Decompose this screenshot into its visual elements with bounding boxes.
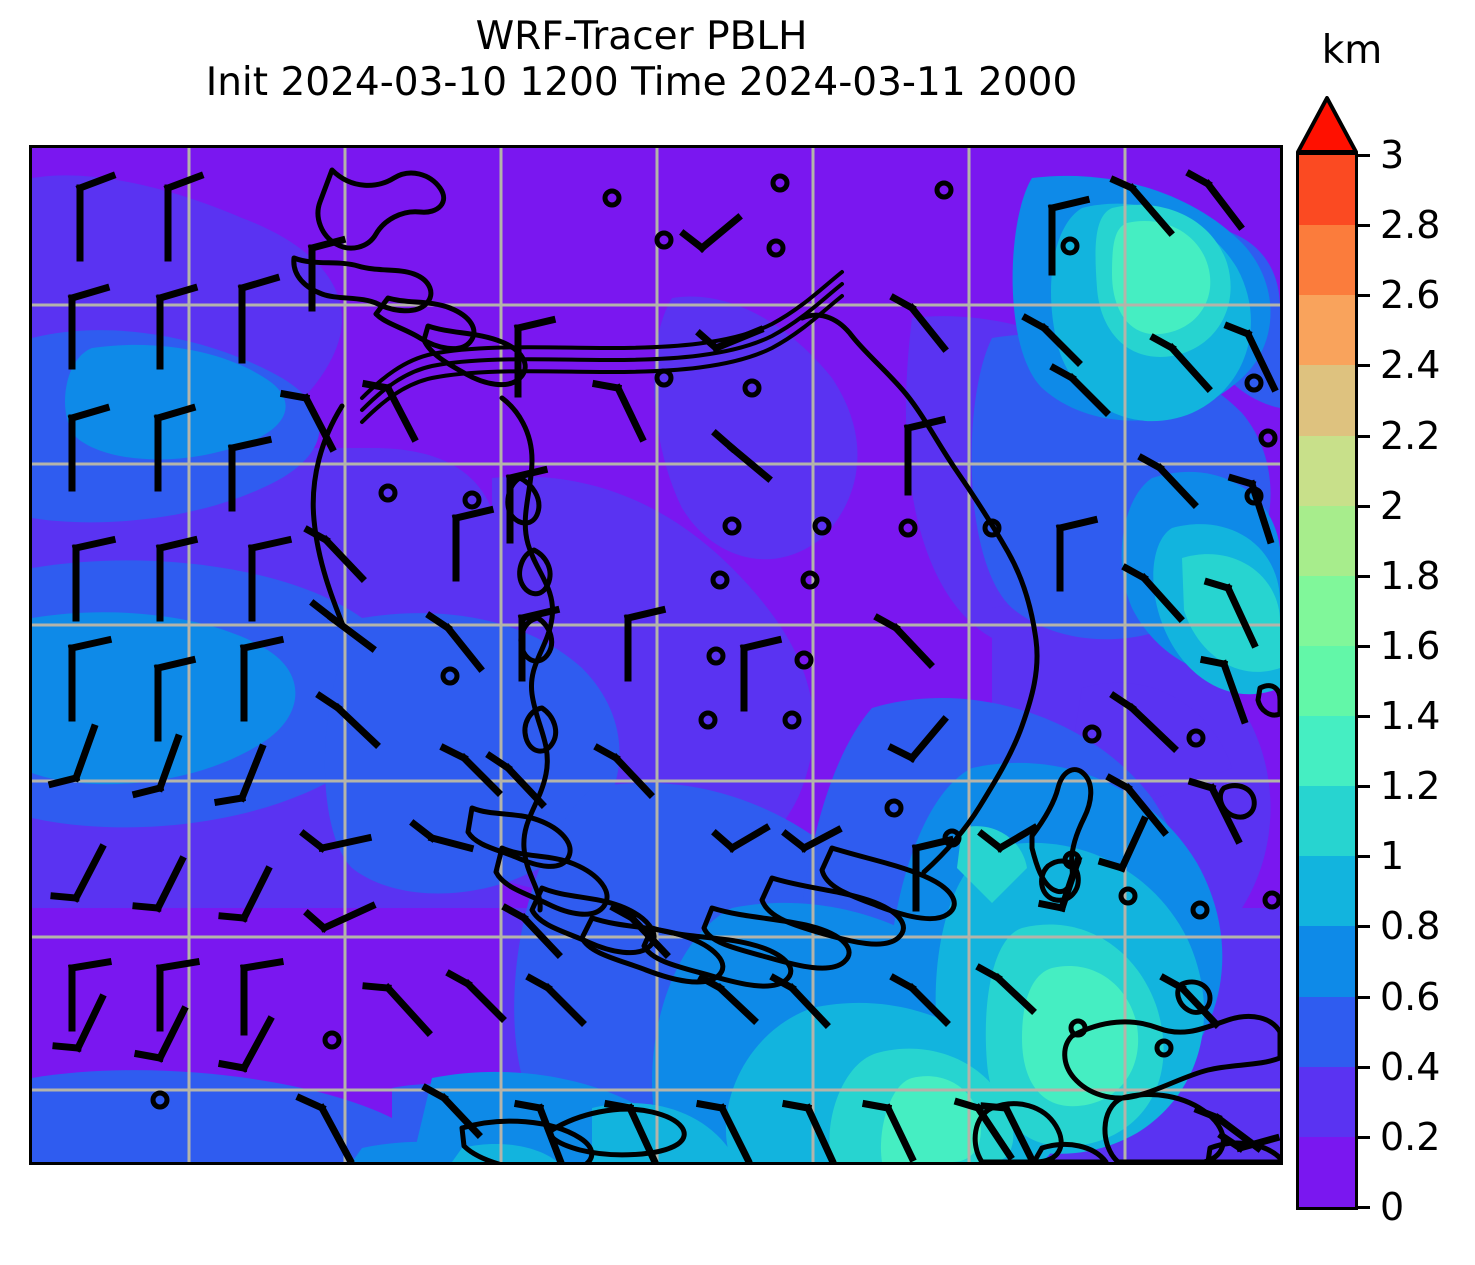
colorbar-tick-label-1.6: 1.6 [1380,623,1441,668]
colorbar-tick-0.6 [1355,995,1370,999]
colorbar-tick-0.4 [1355,1065,1370,1069]
colorbar-tick-1.6 [1355,644,1370,648]
colorbar-tick-1.4 [1355,715,1370,719]
map-plot-area[interactable] [29,145,1283,1165]
colorbar-tick-2.2 [1355,434,1370,438]
colorbar-band-5 [1299,786,1355,857]
colorbar-band-13 [1299,225,1355,296]
colorbar-tick-label-3: 3 [1380,133,1405,177]
colorbar-band-6 [1299,716,1355,787]
station-markers [150,173,1280,1110]
colorbar-tick-label-1.8: 1.8 [1380,553,1441,598]
colorbar-tick-label-2.8: 2.8 [1380,203,1441,248]
colorbar-tick-0.8 [1355,925,1370,929]
colorbar-band-2 [1299,996,1355,1067]
colorbar-band-3 [1299,926,1355,997]
colorbar-tick-label-0.6: 0.6 [1380,974,1441,1019]
colorbar-tick-3 [1355,154,1370,157]
colorbar-tick-0 [1355,1206,1370,1209]
wind-barb-overlay [47,169,1280,1162]
colorbar-tick-label-2.6: 2.6 [1380,273,1441,318]
colorbar-tick-label-2: 2 [1380,483,1405,528]
colorbar[interactable]: km 0 0.2 0.4 0.6 0.8 1 1.2 1.4 1.6 1.8 2 2.2 2.4 2.6 2… [1296,28,1466,1229]
colorbar-band-1 [1299,1066,1355,1137]
colorbar-tick-2.8 [1355,224,1370,228]
colorbar-band-8 [1299,575,1355,646]
colorbar-band-10 [1299,435,1355,506]
colorbar-band-7 [1299,645,1355,716]
title-line-2: Init 2024-03-10 1200 Time 2024-03-11 200… [205,60,1078,106]
colorbar-tick-label-1: 1 [1380,834,1405,879]
colorbar-tick-2.6 [1355,294,1370,298]
colorbar-bands [1296,152,1358,1210]
colorbar-tick-label-2.4: 2.4 [1380,343,1441,388]
colorbar-tick-label-0.4: 0.4 [1380,1044,1441,1089]
title-line-1: WRF-Tracer PBLH [475,14,808,59]
colorbar-unit-label: km [1321,28,1383,73]
colorbar-tick-1 [1355,855,1370,859]
colorbar-band-11 [1299,365,1355,436]
colorbar-tick-label-0.8: 0.8 [1380,904,1441,949]
colorbar-tick-0.2 [1355,1135,1370,1139]
colorbar-tick-1.2 [1355,785,1370,789]
colorbar-band-0 [1299,1136,1355,1207]
colorbar-band-4 [1299,856,1355,927]
colorbar-tick-label-2.2: 2.2 [1380,413,1441,458]
colorbar-extend-arrow [1296,96,1358,154]
colorbar-tick-label-0.2: 0.2 [1380,1114,1441,1159]
colorbar-tick-label-1.2: 1.2 [1380,764,1441,809]
colorbar-tick-1.8 [1355,574,1370,578]
pblh-contour-map [32,148,1280,1162]
colorbar-tick-label-0: 0 [1380,1185,1405,1229]
colorbar-band-14 [1299,155,1355,226]
colorbar-tick-label-1.4: 1.4 [1380,694,1441,739]
colorbar-tick-2 [1355,504,1370,508]
colorbar-tick-2.4 [1355,364,1370,368]
page-title: WRF-Tracer PBLH Init 2024-03-10 1200 Tim… [0,14,1283,106]
colorbar-band-9 [1299,505,1355,576]
colorbar-band-12 [1299,295,1355,366]
